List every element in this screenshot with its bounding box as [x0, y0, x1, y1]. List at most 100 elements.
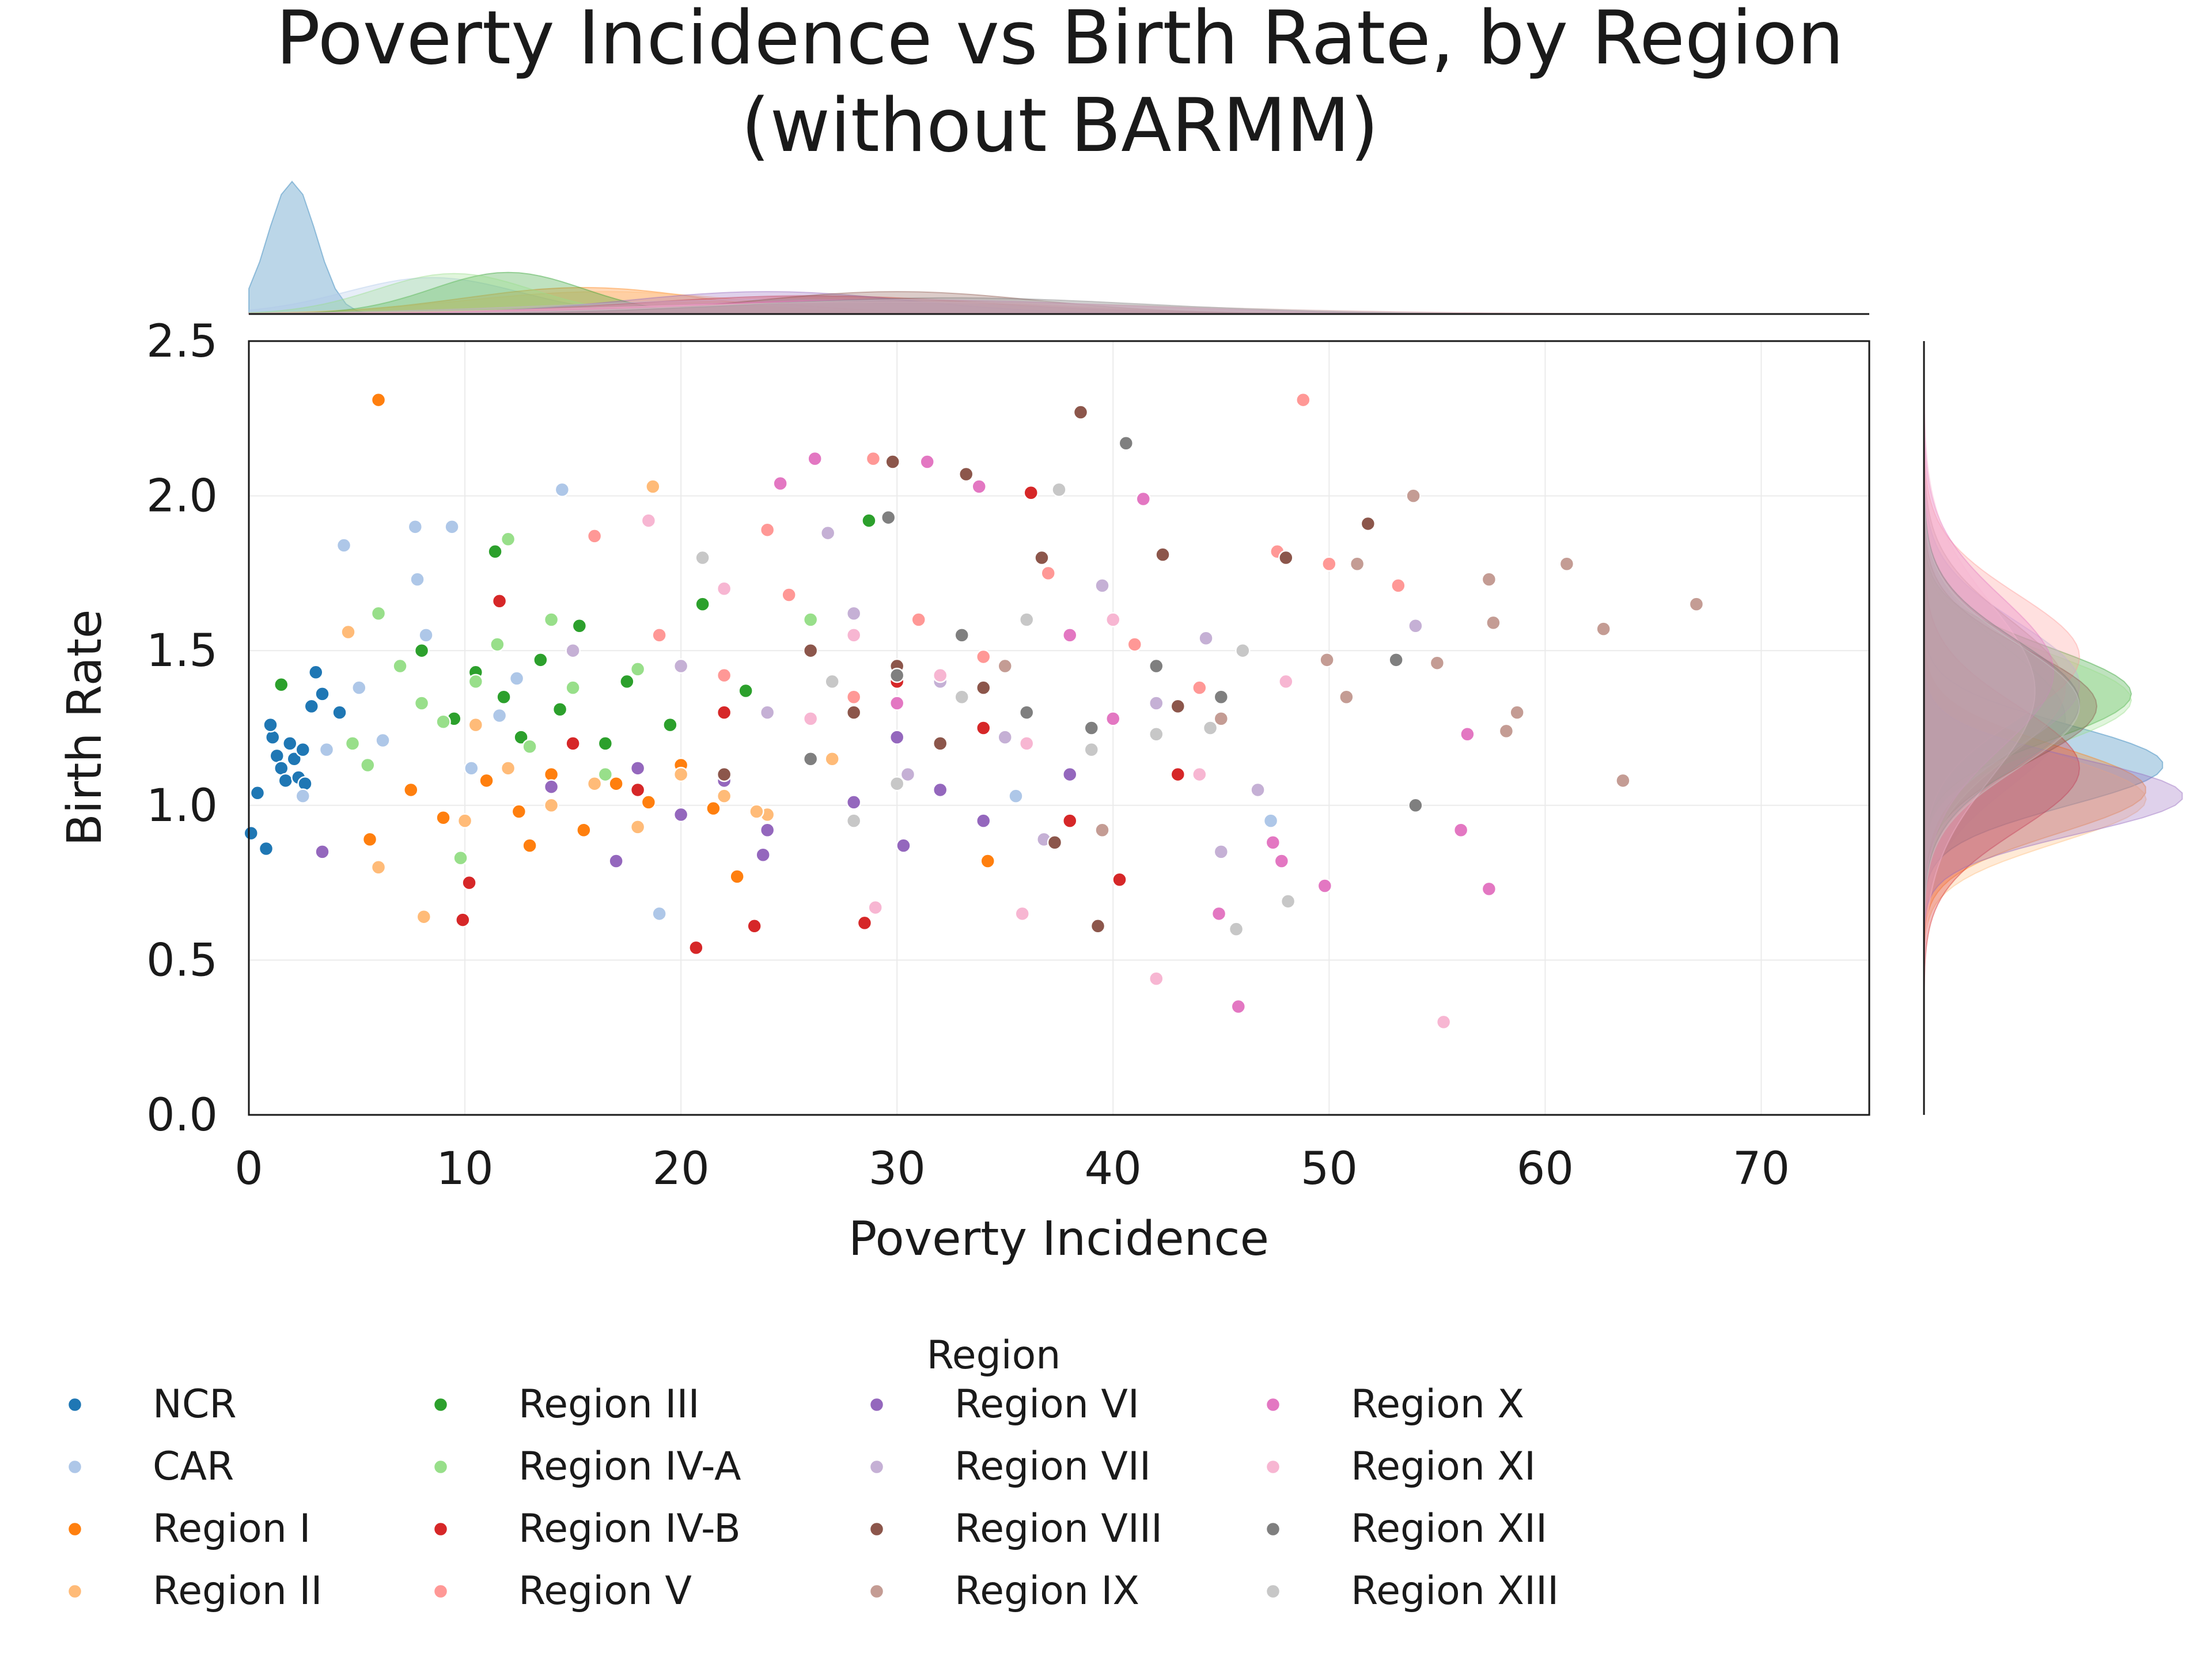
legend-marker	[869, 1521, 885, 1537]
point-region-viii-12	[932, 736, 948, 751]
point-region-x-14	[1062, 627, 1078, 643]
point-ncr-15	[263, 717, 278, 733]
legend-label: Region VI	[955, 1382, 1139, 1427]
point-region-vii-0	[820, 525, 836, 541]
legend-label: Region III	[518, 1382, 700, 1427]
point-region-xi-10	[1105, 612, 1121, 627]
y-axis-label: Birth Rate	[58, 610, 112, 846]
x-tick-label: 20	[653, 1143, 710, 1195]
point-region-iii-0	[274, 677, 289, 693]
point-region-ix-12	[1319, 652, 1335, 668]
point-region-v-14	[1192, 680, 1207, 695]
point-car-5	[410, 572, 425, 587]
top-marginal-kde	[248, 180, 1869, 315]
point-region-x-0	[1230, 998, 1247, 1015]
point-region-x-9	[971, 479, 987, 494]
point-region-vi-3	[896, 838, 911, 853]
point-region-iv-b-7	[1112, 872, 1127, 887]
point-region-iv-b-9	[565, 736, 581, 751]
legend: NCR CAR Region I Region II Region III Region …	[67, 1382, 1559, 1614]
point-car-8	[418, 627, 434, 643]
point-region-vii-4	[1250, 782, 1266, 798]
legend-marker	[1265, 1459, 1281, 1475]
point-region-iv-a-2	[392, 658, 408, 674]
x-tick-label: 60	[1517, 1143, 1574, 1195]
legend-item-region-vii: Region VII	[869, 1444, 1151, 1489]
point-region-v-15	[759, 522, 775, 538]
point-region-vi-5	[673, 807, 689, 823]
legend-marker	[433, 1397, 449, 1413]
point-car-0	[295, 788, 311, 804]
legend-item-region-ii: Region II	[67, 1568, 323, 1614]
legend-marker	[1265, 1397, 1281, 1413]
point-car-2	[407, 519, 423, 535]
x-tick-label: 30	[869, 1143, 926, 1195]
point-region-xiii-10	[1084, 742, 1100, 758]
point-region-vii-8	[759, 705, 775, 720]
point-region-v-9	[846, 689, 862, 705]
scatter-points	[243, 392, 1705, 1030]
legend-marker	[869, 1583, 885, 1599]
point-car-12	[652, 906, 667, 922]
legend-marker	[433, 1459, 449, 1475]
point-car-4	[554, 482, 570, 498]
point-region-xi-5	[846, 627, 862, 643]
point-region-iii-4	[414, 642, 430, 659]
point-region-xi-12	[1278, 674, 1294, 690]
point-ncr-3	[265, 729, 281, 745]
right-marginal-kde	[1923, 341, 2183, 1115]
point-region-xii-10	[802, 751, 819, 767]
legend-label: Region XI	[1351, 1444, 1536, 1489]
point-region-i-3	[362, 831, 378, 848]
legend-label: Region VII	[955, 1444, 1151, 1489]
point-region-iv-a-0	[344, 736, 361, 751]
point-region-iv-b-14	[975, 720, 991, 736]
legend-marker	[433, 1583, 449, 1599]
point-region-iv-b-15	[1062, 813, 1078, 829]
point-region-iv-b-11	[716, 705, 732, 720]
point-region-i-9	[576, 822, 592, 838]
point-region-xiii-1	[1228, 921, 1244, 937]
point-region-x-10	[919, 454, 935, 470]
point-region-xii-9	[1213, 689, 1229, 705]
x-tick-label: 0	[234, 1143, 263, 1195]
point-region-x-13	[1105, 711, 1121, 727]
point-region-ii-3	[340, 624, 356, 640]
legend-item-region-i: Region I	[67, 1506, 310, 1552]
right-kde-region-xiii	[1923, 341, 2081, 1115]
point-region-iii-10	[552, 702, 568, 717]
point-region-xiii-11	[846, 813, 862, 829]
legend-marker	[67, 1459, 83, 1475]
point-region-iv-a-11	[565, 680, 581, 695]
point-ncr-10	[297, 776, 313, 792]
legend-label: Region X	[1351, 1382, 1524, 1427]
y-tick-label: 1.5	[146, 625, 218, 677]
point-region-xiii-6	[824, 674, 840, 690]
legend-item-region-iv-b: Region IV-B	[433, 1506, 741, 1552]
point-region-iii-14	[662, 717, 678, 733]
point-region-v-0	[1296, 392, 1311, 408]
legend-label: CAR	[153, 1444, 234, 1489]
legend-item-region-xiii: Region XIII	[1265, 1568, 1559, 1614]
legend-marker	[433, 1521, 449, 1537]
legend-marker	[1265, 1521, 1281, 1537]
point-region-iv-b-2	[491, 593, 507, 609]
point-region-iv-b-6	[1023, 485, 1039, 501]
point-region-vii-3	[1213, 844, 1229, 860]
legend-label: Region VIII	[955, 1506, 1162, 1552]
legend-item-region-ix: Region IX	[869, 1568, 1139, 1614]
point-region-v-11	[975, 649, 991, 665]
point-region-iv-b-4	[747, 918, 762, 934]
point-region-ix-6	[1509, 705, 1525, 720]
point-region-iii-1	[487, 544, 503, 559]
point-region-xii-1	[1388, 652, 1404, 668]
y-tick-label: 1.0	[146, 780, 218, 832]
point-region-i-0	[370, 392, 387, 408]
point-region-i-2	[729, 869, 745, 884]
legend-label: Region II	[153, 1568, 323, 1614]
legend-item-region-iii: Region III	[433, 1382, 700, 1427]
point-region-ii-1	[416, 909, 432, 925]
point-region-i-13	[706, 800, 721, 816]
point-region-iv-b-1	[461, 875, 477, 891]
point-region-ix-5	[1486, 615, 1501, 631]
